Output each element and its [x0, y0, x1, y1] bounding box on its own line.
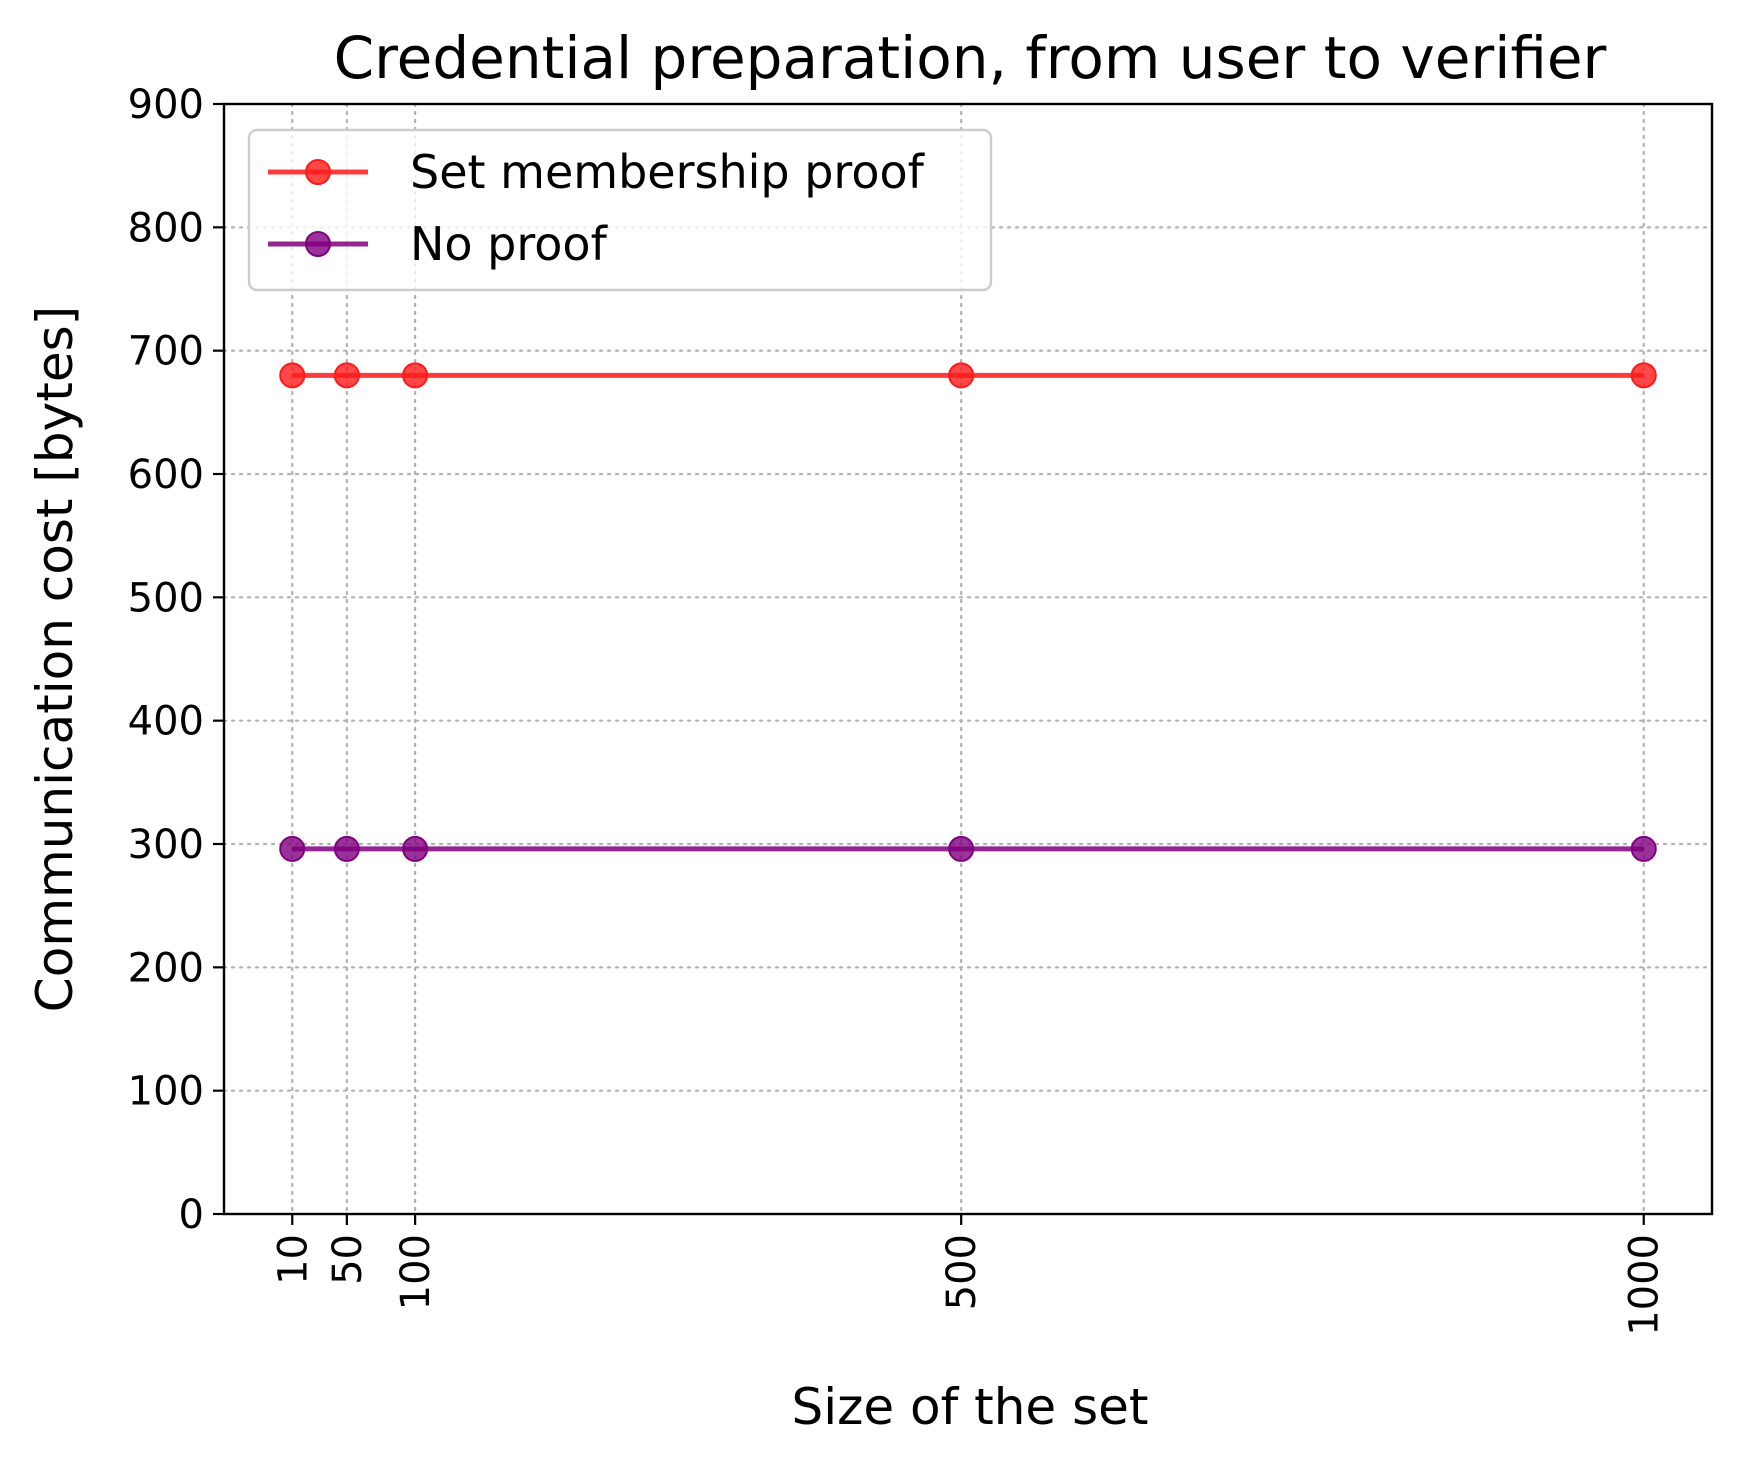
legend-box — [247, 128, 993, 292]
x-tick-label: 50 — [325, 1234, 371, 1285]
y-tick-label: 900 — [128, 82, 204, 128]
y-axis-label: Communication cost [bytes] — [26, 306, 84, 1012]
data-point — [948, 362, 975, 389]
legend-marker-0 — [305, 159, 331, 185]
data-point — [402, 835, 429, 862]
y-tick-label: 0 — [179, 1192, 204, 1238]
x-tick-label: 10 — [270, 1234, 316, 1285]
y-tick-label: 800 — [128, 205, 204, 251]
x-tick-label: 100 — [393, 1234, 439, 1310]
y-tick-label: 300 — [128, 822, 204, 868]
chart-title: Credential preparation, from user to ver… — [334, 24, 1607, 92]
y-axis-ticks: 0 100 200 300 400 500 600 700 800 900 — [128, 82, 224, 1238]
data-point — [279, 835, 306, 862]
x-tick-label: 1000 — [1622, 1234, 1668, 1336]
data-point — [402, 362, 429, 389]
data-point — [333, 362, 360, 389]
series-layer — [279, 362, 1657, 862]
y-tick-label: 100 — [128, 1069, 204, 1115]
y-tick-label: 600 — [128, 452, 204, 498]
y-tick-label: 500 — [128, 575, 204, 621]
y-tick-label: 700 — [128, 329, 204, 375]
x-axis-label: Size of the set — [792, 1378, 1149, 1436]
plot-frame — [222, 102, 1714, 1216]
legend-label-0: Set membership proof — [410, 145, 926, 199]
legend-marker-1 — [305, 231, 331, 257]
legend: Set membership proof No proof — [247, 128, 993, 292]
legend-label-1: No proof — [410, 217, 609, 271]
x-tick-label: 500 — [939, 1234, 985, 1310]
y-tick-label: 200 — [128, 945, 204, 991]
data-point — [1630, 362, 1657, 389]
data-point — [1630, 835, 1657, 862]
data-point — [279, 362, 306, 389]
y-tick-label: 400 — [128, 699, 204, 745]
x-axis-ticks: 10 50 100 500 1000 — [270, 1214, 1668, 1336]
data-point — [333, 835, 360, 862]
data-point — [948, 835, 975, 862]
